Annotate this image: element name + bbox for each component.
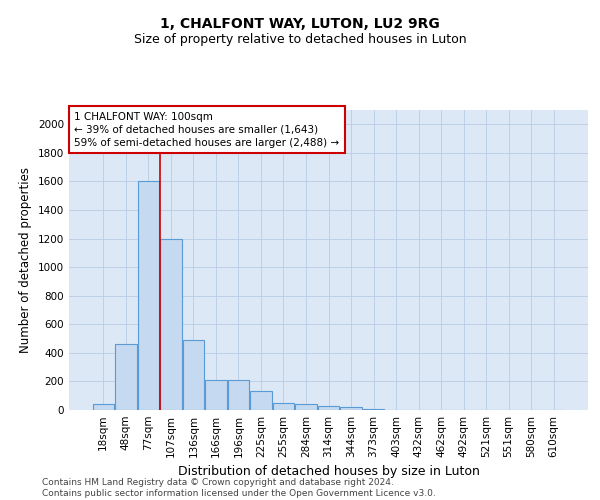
Bar [295,404,317,410]
Bar [318,406,339,410]
Bar [92,404,114,410]
Text: Contains HM Land Registry data © Crown copyright and database right 2024.
Contai: Contains HM Land Registry data © Crown c… [42,478,436,498]
Bar [273,403,294,410]
Bar [137,182,159,410]
Bar [228,380,249,410]
Bar [340,407,362,410]
Bar [160,238,182,410]
Bar [205,380,227,410]
Bar [363,408,384,410]
X-axis label: Distribution of detached houses by size in Luton: Distribution of detached houses by size … [178,466,479,478]
Bar [250,392,272,410]
Y-axis label: Number of detached properties: Number of detached properties [19,167,32,353]
Text: 1, CHALFONT WAY, LUTON, LU2 9RG: 1, CHALFONT WAY, LUTON, LU2 9RG [160,18,440,32]
Text: Size of property relative to detached houses in Luton: Size of property relative to detached ho… [134,32,466,46]
Bar [115,344,137,410]
Bar [182,340,204,410]
Text: 1 CHALFONT WAY: 100sqm
← 39% of detached houses are smaller (1,643)
59% of semi-: 1 CHALFONT WAY: 100sqm ← 39% of detached… [74,112,340,148]
